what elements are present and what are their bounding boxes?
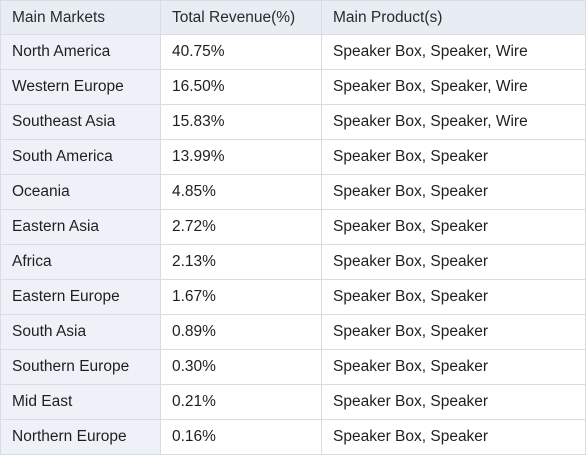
market-cell: Mid East [0, 384, 161, 420]
revenue-cell: 13.99% [160, 139, 322, 175]
product-cell: Speaker Box, Speaker [321, 384, 586, 420]
table-row: Southern Europe 0.30% Speaker Box, Speaker [0, 349, 586, 385]
revenue-cell: 1.67% [160, 279, 322, 315]
table-row: North America 40.75% Speaker Box, Speaker,… [0, 34, 586, 70]
market-cell: South America [0, 139, 161, 175]
market-cell: Oceania [0, 174, 161, 210]
market-cell: Northern Europe [0, 419, 161, 455]
table-row: Southeast Asia 15.83% Speaker Box, Speaker… [0, 104, 586, 140]
table-row: Mid East 0.21% Speaker Box, Speaker [0, 384, 586, 420]
product-cell: Speaker Box, Speaker [321, 244, 586, 280]
table-body: North America 40.75% Speaker Box, Speaker,… [0, 34, 586, 455]
revenue-cell: 0.89% [160, 314, 322, 350]
market-cell: Eastern Asia [0, 209, 161, 245]
product-cell: Speaker Box, Speaker [321, 279, 586, 315]
table-row: Oceania 4.85% Speaker Box, Speaker [0, 174, 586, 210]
product-cell: Speaker Box, Speaker, Wire [321, 104, 586, 140]
table-row: South Asia 0.89% Speaker Box, Speaker [0, 314, 586, 350]
product-cell: Speaker Box, Speaker [321, 209, 586, 245]
table-row: Northern Europe 0.16% Speaker Box, Speaker [0, 419, 586, 455]
revenue-cell: 15.83% [160, 104, 322, 140]
market-cell: Southeast Asia [0, 104, 161, 140]
product-cell: Speaker Box, Speaker, Wire [321, 34, 586, 70]
table-row: Eastern Europe 1.67% Speaker Box, Speaker [0, 279, 586, 315]
header-total-revenue: Total Revenue(%) [160, 0, 322, 35]
main-markets-table: Main Markets Total Revenue(%) Main Produ… [0, 0, 586, 455]
header-main-markets: Main Markets [0, 0, 161, 35]
market-cell: Africa [0, 244, 161, 280]
market-cell: Western Europe [0, 69, 161, 105]
product-cell: Speaker Box, Speaker [321, 174, 586, 210]
table-row: Africa 2.13% Speaker Box, Speaker [0, 244, 586, 280]
revenue-cell: 0.16% [160, 419, 322, 455]
revenue-cell: 0.21% [160, 384, 322, 420]
revenue-cell: 4.85% [160, 174, 322, 210]
product-cell: Speaker Box, Speaker [321, 419, 586, 455]
market-cell: Eastern Europe [0, 279, 161, 315]
product-cell: Speaker Box, Speaker, Wire [321, 69, 586, 105]
market-cell: South Asia [0, 314, 161, 350]
market-cell: Southern Europe [0, 349, 161, 385]
product-cell: Speaker Box, Speaker [321, 139, 586, 175]
product-cell: Speaker Box, Speaker [321, 349, 586, 385]
table-header-row: Main Markets Total Revenue(%) Main Produ… [0, 0, 586, 35]
revenue-cell: 40.75% [160, 34, 322, 70]
product-cell: Speaker Box, Speaker [321, 314, 586, 350]
revenue-cell: 2.72% [160, 209, 322, 245]
market-cell: North America [0, 34, 161, 70]
revenue-cell: 2.13% [160, 244, 322, 280]
revenue-cell: 0.30% [160, 349, 322, 385]
table-row: Eastern Asia 2.72% Speaker Box, Speaker [0, 209, 586, 245]
table-row: Western Europe 16.50% Speaker Box, Speaker… [0, 69, 586, 105]
header-main-products: Main Product(s) [321, 0, 586, 35]
table-row: South America 13.99% Speaker Box, Speaker [0, 139, 586, 175]
revenue-cell: 16.50% [160, 69, 322, 105]
